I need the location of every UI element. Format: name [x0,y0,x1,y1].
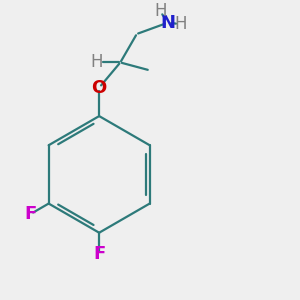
Text: H: H [174,15,187,33]
Text: O: O [92,79,107,97]
Text: H: H [154,2,167,20]
Text: H: H [91,53,103,71]
Text: N: N [160,14,175,32]
Text: F: F [93,244,105,262]
Text: F: F [24,205,37,223]
